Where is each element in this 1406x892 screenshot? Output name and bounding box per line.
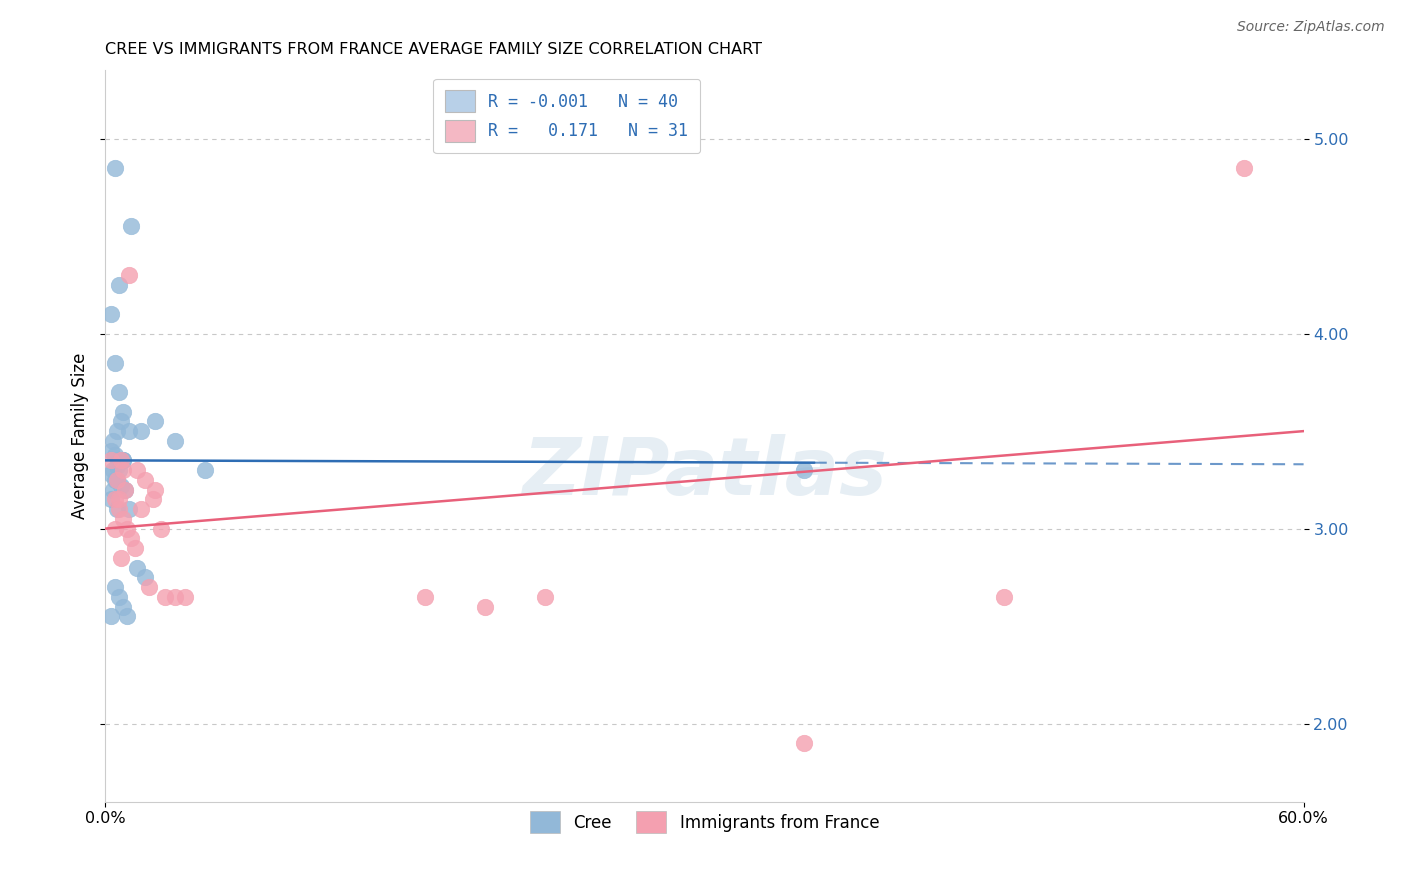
Point [100, 609, 122, 624]
Point [110, 453, 132, 467]
Point [1233, 161, 1256, 175]
Point [108, 502, 131, 516]
Point [108, 463, 131, 477]
Point [134, 570, 156, 584]
Point [115, 609, 138, 624]
Point [112, 453, 135, 467]
Point [108, 453, 131, 467]
Point [993, 590, 1015, 604]
Point [108, 385, 131, 400]
Point [105, 502, 128, 516]
Point [413, 590, 436, 604]
Point [112, 599, 135, 614]
Point [112, 404, 135, 418]
Point [110, 414, 132, 428]
Text: Source: ZipAtlas.com: Source: ZipAtlas.com [1237, 20, 1385, 34]
Point [104, 161, 127, 175]
Point [104, 356, 127, 370]
Point [165, 590, 187, 604]
Point [118, 424, 141, 438]
Point [194, 463, 217, 477]
Point [474, 599, 496, 614]
Point [104, 448, 127, 462]
Point [120, 532, 142, 546]
Point [103, 483, 125, 497]
Point [100, 307, 122, 321]
Point [142, 492, 165, 507]
Point [150, 522, 173, 536]
Point [124, 541, 146, 555]
Point [104, 580, 127, 594]
Point [105, 473, 128, 487]
Point [143, 414, 166, 428]
Point [153, 590, 176, 604]
Point [174, 590, 197, 604]
Point [108, 492, 131, 507]
Legend: Cree, Immigrants from France: Cree, Immigrants from France [517, 799, 891, 845]
Point [165, 434, 187, 448]
Point [100, 492, 122, 507]
Point [110, 479, 132, 493]
Point [793, 736, 815, 750]
Point [103, 434, 125, 448]
Point [138, 580, 160, 594]
Point [114, 483, 136, 497]
Text: ZIPatlas: ZIPatlas [522, 434, 887, 511]
Point [105, 459, 128, 474]
Point [104, 522, 127, 536]
Point [120, 219, 142, 234]
Point [100, 443, 122, 458]
Point [114, 483, 136, 497]
Point [100, 467, 122, 481]
Point [104, 492, 127, 507]
Point [112, 453, 135, 467]
Point [100, 453, 122, 467]
Point [105, 424, 128, 438]
Point [118, 268, 141, 282]
Text: CREE VS IMMIGRANTS FROM FRANCE AVERAGE FAMILY SIZE CORRELATION CHART: CREE VS IMMIGRANTS FROM FRANCE AVERAGE F… [105, 42, 762, 57]
Point [127, 463, 149, 477]
Point [143, 483, 166, 497]
Point [129, 502, 152, 516]
Point [108, 277, 131, 292]
Point [129, 424, 152, 438]
Point [533, 590, 555, 604]
Point [112, 463, 135, 477]
Point [105, 473, 128, 487]
Point [134, 473, 156, 487]
Point [793, 463, 815, 477]
Point [118, 502, 141, 516]
Point [112, 512, 135, 526]
Point [115, 522, 138, 536]
Y-axis label: Average Family Size: Average Family Size [72, 353, 89, 519]
Point [108, 590, 131, 604]
Point [110, 550, 132, 565]
Point [104, 473, 127, 487]
Point [103, 463, 125, 477]
Point [127, 560, 149, 574]
